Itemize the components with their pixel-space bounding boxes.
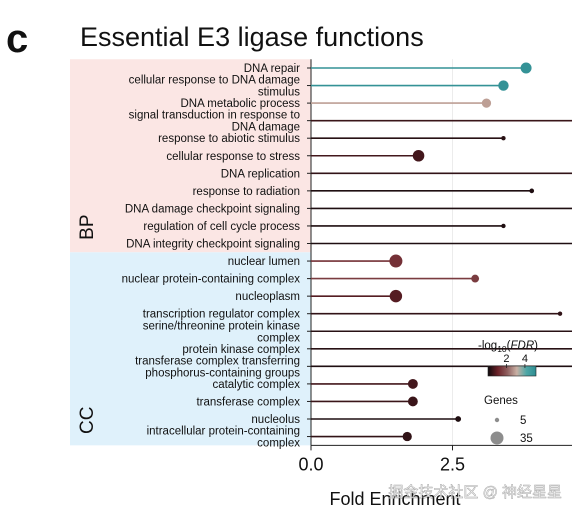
term-label: nucleolus [251,414,300,426]
lollipop-dot [402,431,412,442]
term-label: DNA integrity checkpoint signaling [126,239,300,251]
color-legend: -log10(FDR)2 4 [478,340,538,377]
lollipop-dot [520,62,532,74]
grid [311,59,572,446]
lollipop-dot [557,311,563,316]
term-label: signal transduction in response to DNA da… [129,110,300,134]
plot-area [311,59,572,446]
term-label: transcription regulator complex [143,309,300,321]
lollipop-dot [471,274,480,283]
lollipop-dot [481,98,492,108]
axes [307,59,312,446]
term-label: DNA repair [244,63,300,75]
x-axis: 0.02.55.0 [298,444,572,474]
group-bands [70,59,311,446]
term-label: DNA replication [221,168,300,180]
term-label: cellular response to DNA damage stimulus [129,75,301,99]
x-tick-label: 0.0 [298,454,323,474]
lollipops [311,62,572,442]
term-label: serine/threonine protein kinase complex [143,320,301,344]
color-legend-tick-label: 2 [503,353,509,365]
x-tick-label: 2.5 [440,454,465,474]
lollipop-dot [501,223,506,229]
size-legend-dot [494,417,500,423]
lollipop-dot [407,378,418,389]
size-legend-label: 5 [520,415,526,427]
group-band-bp [70,59,311,253]
term-label: response to radiation [193,186,300,198]
term-label: regulation of cell cycle process [143,221,300,233]
term-label: cellular response to stress [166,151,300,163]
term-label: protein kinase complex [182,344,300,356]
term-label: nuclear protein-containing complex [122,274,301,286]
lollipop-dot [501,136,506,141]
lollipop-dot [529,188,535,194]
group-band-cc [70,252,311,446]
term-label: nucleoplasm [235,291,300,303]
term-label: transferase complex [196,396,300,408]
term-label: catalytic complex [212,379,300,391]
group-label-cc: CC [77,407,98,434]
color-legend-title: -log10(FDR) [478,340,538,354]
term-label: DNA damage checkpoint signaling [125,203,300,215]
lollipop-dot [407,396,418,407]
size-legend-label: 35 [520,433,533,445]
term-label: intracellular protein-containing complex [147,426,301,450]
lollipop-dot [412,149,425,162]
color-legend-bar [487,365,537,377]
term-label: transferase complex transferring phosphor… [135,355,300,379]
size-legend-title: Genes [484,395,518,407]
lollipop-dot [389,289,403,303]
group-labels: BP CC [77,214,98,433]
watermark: 掘金技术社区 @ 神经星星 [388,484,562,501]
x-axis-label: Fold Enrichment [329,489,460,509]
panel-letter: c [6,17,28,61]
group-label-bp: BP [77,214,98,239]
lollipop-dot [389,254,403,268]
size-legend-dot [490,431,504,445]
term-label: DNA metabolic process [180,98,300,110]
color-legend-tick-label: 4 [522,353,528,365]
term-label: nuclear lumen [228,256,300,268]
lollipop-dot [498,80,509,91]
chart-title: Essential E3 ligase functions [80,22,424,52]
lollipop-dot [455,416,462,422]
term-label: response to abiotic stimulus [158,133,300,145]
